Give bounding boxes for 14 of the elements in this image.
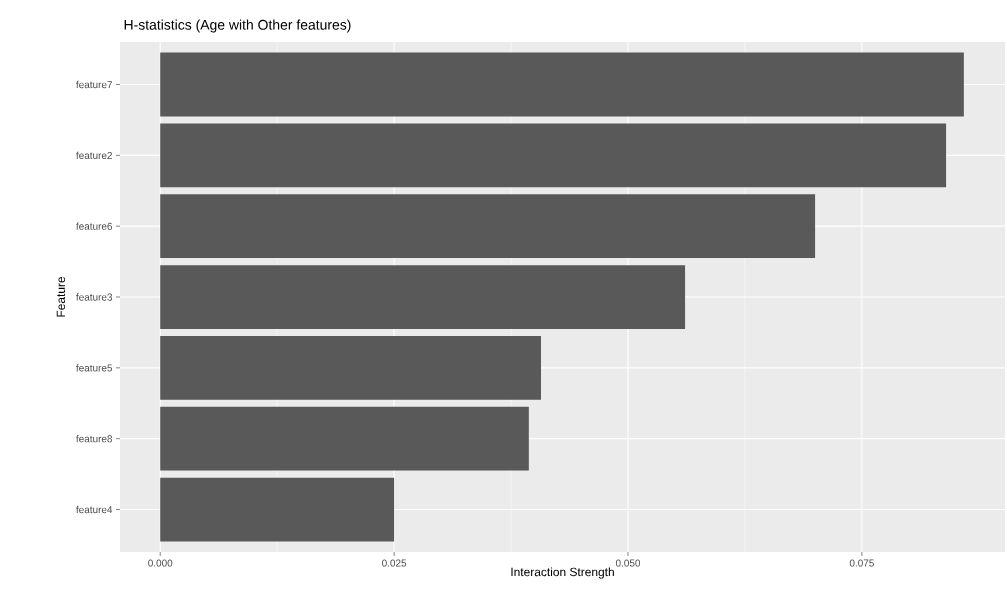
y-tick-label: feature2 bbox=[76, 151, 112, 159]
y-tick-label: feature6 bbox=[76, 222, 113, 230]
x-axis-title: Interaction Strength bbox=[511, 567, 614, 579]
x-tick-label: 0.025 bbox=[382, 559, 407, 567]
y-tick-label: feature8 bbox=[76, 435, 113, 443]
y-axis-title: Feature bbox=[56, 276, 66, 317]
x-tick-label: 0.075 bbox=[849, 559, 874, 567]
x-tick-label: 0.050 bbox=[615, 559, 641, 567]
y-tick-label: feature3 bbox=[76, 293, 113, 301]
chart-title: H-statistics (Age with Other features) bbox=[124, 19, 351, 33]
y-tick-label: feature5 bbox=[76, 364, 113, 372]
x-tick-label: 0.000 bbox=[148, 559, 173, 567]
y-tick-label: feature4 bbox=[76, 505, 113, 514]
y-tick-label: feature7 bbox=[76, 80, 112, 89]
